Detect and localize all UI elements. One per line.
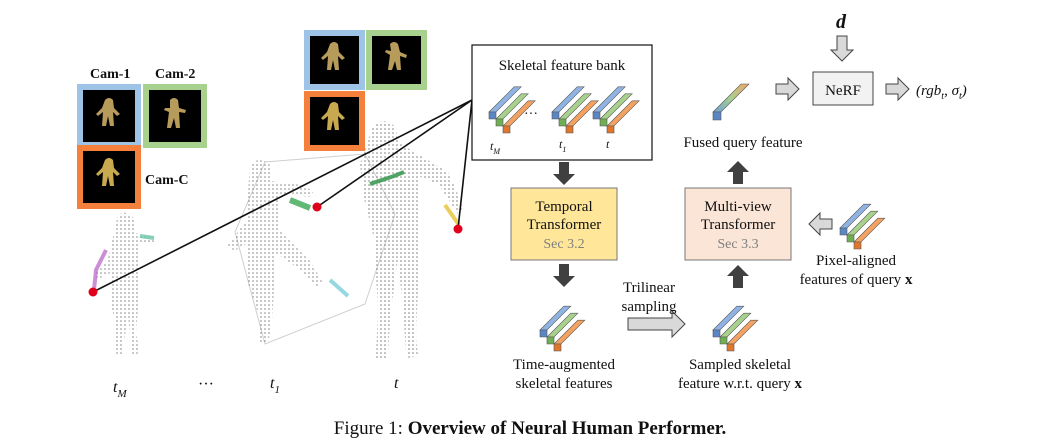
svg-text:tM: tM [490, 139, 501, 156]
sampled-skeletal-label-2: feature w.r.t. query x [678, 376, 802, 392]
arrow-multiview-to-fused [727, 161, 749, 184]
timeline-t: t [394, 375, 399, 392]
nerf-output-rgb: (rgb [916, 83, 942, 99]
figure-caption: Figure 1: Overview of Neural Human Perfo… [0, 418, 1060, 440]
timeline-tM-sub: M [116, 388, 127, 400]
trilinear-label-1: Trilinear [623, 280, 675, 296]
feature-stack-sampled [712, 305, 759, 352]
nerf-output: (rgbt, σt) [916, 83, 967, 102]
nerf-block: NeRF d (rgbt, σt) [812, 11, 967, 106]
feature-bank-title: Skeletal feature bank [499, 58, 626, 74]
arrow-trilinear-sampling [627, 309, 686, 339]
svg-text:t1: t1 [559, 137, 566, 154]
cam-1-label: Cam-1 [90, 67, 130, 82]
multiview-transformer-block: Multi-view Transformer Sec 3.3 [684, 187, 792, 261]
arrow-temporal-to-time-aug [553, 264, 575, 287]
arrow-pixel-to-multiview [808, 211, 833, 237]
time-augmented-label-2: skeletal features [515, 376, 612, 392]
nerf-output-mid: , σ [944, 83, 960, 99]
pixel-aligned-label-1: Pixel-aligned [816, 253, 896, 269]
flow-arrows [553, 35, 910, 339]
nerf-output-sub2: t [959, 91, 962, 102]
sampled-skeletal-label-1: Sampled skeletal [689, 357, 791, 373]
nerf-output-sub1: t [941, 91, 944, 102]
feature-stack-time-augmented [539, 305, 586, 352]
cam-c-label: Cam-C [145, 173, 189, 188]
multiview-transformer-sec: Sec 3.3 [717, 237, 758, 252]
camera-views-top [304, 30, 427, 151]
view-direction-d: d [836, 11, 847, 33]
multiview-transformer-line2: Transformer [701, 217, 775, 233]
point-cloud-body-tM [92, 212, 156, 355]
feature-stack-bank-t [592, 86, 640, 134]
temporal-transformer-sec: Sec 3.2 [543, 237, 584, 252]
caption-title: Overview of Neural Human Performer. [407, 418, 727, 439]
pixel-aligned-x: x [905, 272, 913, 288]
timeline-t1-base: t [270, 375, 275, 392]
feature-stacks [488, 83, 886, 352]
fused-query-feature-label: Fused query feature [683, 135, 802, 151]
query-rays [88, 99, 473, 297]
query-point-tM [88, 287, 98, 297]
arrow-fused-to-nerf [775, 76, 800, 102]
person-thumbnail-figure [96, 98, 186, 186]
nerf-output-end: ) [961, 83, 967, 99]
pixel-aligned-text-2: features of query [800, 272, 902, 288]
nerf-label: NeRF [825, 83, 861, 99]
feature-stack-bank-tM [488, 86, 536, 134]
fused-query-feature-bar [712, 83, 750, 121]
bank-t: t [606, 137, 610, 151]
point-cloud-body-t1 [228, 153, 396, 345]
arrow-nerf-to-output [885, 76, 910, 102]
annotation-labels: Fused query feature Pixel-aligned featur… [513, 135, 913, 392]
timeline-labels: tM ··· t1 t [113, 375, 399, 400]
feature-bank-ellipsis: ··· [524, 107, 538, 122]
query-point-t1 [312, 202, 322, 212]
bank-t1-sub: 1 [562, 145, 566, 154]
temporal-transformer-block: Temporal Transformer Sec 3.2 [510, 187, 618, 261]
timeline-dots: ··· [198, 376, 214, 393]
svg-text:tM: tM [113, 379, 127, 400]
arrow-sampled-to-multiview [727, 265, 749, 288]
temporal-transformer-line2: Transformer [527, 217, 601, 233]
bank-t1-base: t [559, 137, 563, 151]
pixel-aligned-label-2: features of query x [800, 272, 913, 288]
timeline-t1-sub: 1 [274, 384, 280, 396]
sampled-x: x [794, 376, 802, 392]
arrow-d-to-nerf [829, 35, 855, 62]
point-cloud-body-t [360, 121, 464, 358]
svg-text:t1: t1 [270, 375, 280, 396]
camera-views-left: Cam-1 Cam-2 Cam-C [77, 67, 207, 209]
sampled-text-2: feature w.r.t. query [678, 376, 791, 392]
time-augmented-label-1: Time-augmented [513, 357, 615, 373]
query-point-t [453, 224, 463, 234]
arrow-bank-to-temporal [553, 162, 575, 185]
temporal-transformer-line1: Temporal [535, 199, 592, 215]
cam-2-label: Cam-2 [155, 67, 195, 82]
feature-stack-pixel-aligned [839, 203, 886, 250]
bank-tM-base: t [490, 139, 494, 153]
trilinear-label-2: sampling [622, 299, 677, 315]
bank-tM-sub: M [492, 147, 501, 156]
feature-stack-bank-t1 [551, 86, 599, 134]
timeline-tM-base: t [113, 379, 118, 396]
multiview-transformer-line1: Multi-view [704, 199, 772, 215]
caption-prefix: Figure 1: [333, 418, 408, 439]
